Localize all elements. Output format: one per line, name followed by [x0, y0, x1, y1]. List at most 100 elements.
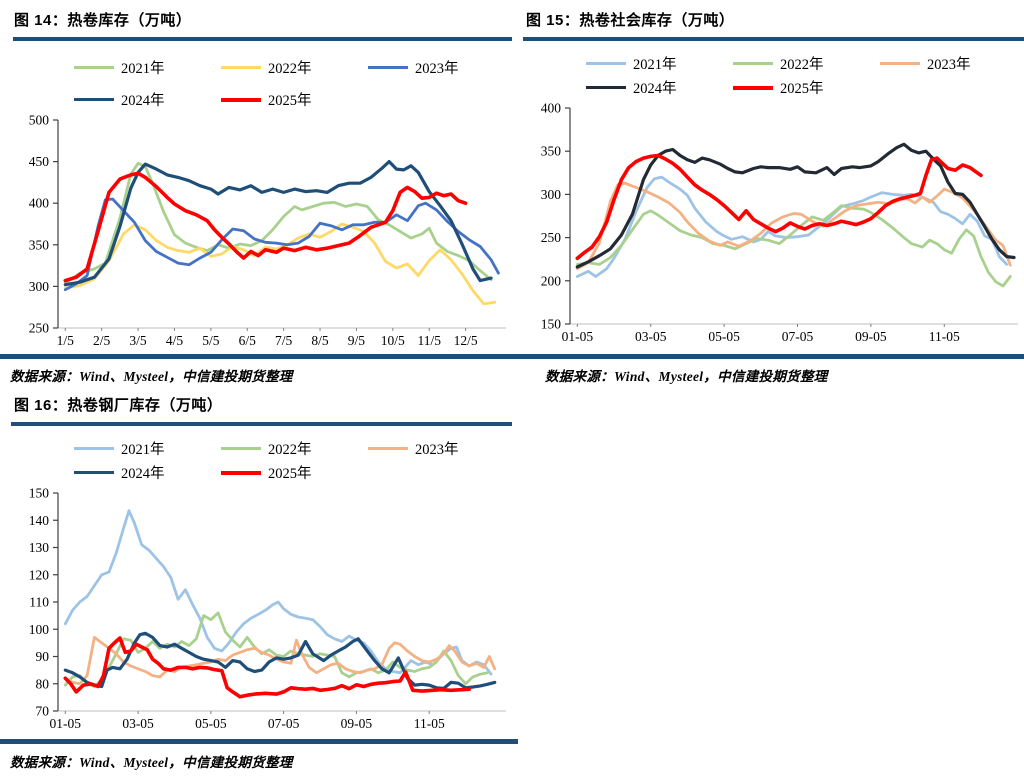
series-line-2022 [63, 611, 489, 688]
x-tick-label: 05-05 [708, 329, 740, 344]
series-line-2025 [63, 171, 468, 283]
y-tick-label: 400 [29, 196, 50, 211]
legend-label: 2024年 [121, 93, 165, 109]
figure-16-title-rule [11, 422, 512, 426]
y-tick-label: 300 [541, 187, 562, 202]
figure-15-source: 数据来源：Wind、Mysteel，中信建投期货整理 [545, 369, 828, 384]
figure-15-legend: 2021年 2022年 2023年 2024年 2025年 [586, 53, 1024, 98]
legend-item-2021: 2021年 [586, 53, 733, 74]
figure-16-chart: 70 80 90 100 110 120 130 140 150 01-05 03-05 05-05 0… [29, 486, 506, 731]
figure-16-legend: 2021年 2022年 2023年 2024年 2025年 [74, 438, 512, 483]
figure-16-title: 图 16：热卷钢厂库存（万吨） [14, 397, 223, 414]
legend-label: 2023年 [415, 61, 459, 77]
figure-14-source: 数据来源：Wind、Mysteel，中信建投期货整理 [10, 369, 293, 384]
x-tick-label: 03-05 [635, 329, 667, 344]
y-tick-label: 140 [29, 513, 50, 528]
legend-label: 2024年 [121, 466, 165, 482]
figure-14-title-rule [13, 37, 512, 41]
y-tick-label: 110 [29, 595, 49, 610]
series-line-2021 [63, 509, 493, 676]
x-tick-label: 4/5 [166, 333, 184, 348]
x-tick-label: 5/5 [202, 333, 220, 348]
legend-label: 2025年 [268, 93, 312, 109]
x-tick-label: 8/5 [311, 333, 329, 348]
figure-14-chart: 250 300 350 400 450 500 1/5 2/5 3/5 4/5 5/5 6/5 7/5 8… [29, 113, 506, 348]
x-tick-label: 03-05 [122, 716, 154, 731]
legend-swatch [221, 470, 261, 475]
legend-label: 2025年 [268, 466, 312, 482]
legend-item-2022: 2022年 [221, 57, 368, 78]
legend-swatch [74, 447, 114, 450]
x-tick-label: 11-05 [929, 329, 960, 344]
legend-swatch [368, 66, 408, 69]
legend-item-2025: 2025年 [221, 89, 368, 110]
legend-label: 2022年 [780, 57, 824, 73]
x-tick-label: 01-05 [562, 329, 594, 344]
y-tick-label: 250 [29, 321, 50, 336]
figure-14-legend: 2021年 2022年 2023年 2024年 2025年 [74, 57, 512, 110]
x-tick-label: 3/5 [129, 333, 147, 348]
series-line-2022 [63, 222, 497, 306]
figure-15-title-rule [523, 37, 1024, 41]
legend-swatch [733, 85, 773, 90]
y-tick-label: 150 [29, 486, 50, 501]
figure-15-chart: 150 200 250 300 350 400 01-05 03-05 05-05 07-05 09… [541, 101, 1018, 344]
series-line-2023 [63, 635, 497, 686]
legend-item-2021: 2021年 [74, 438, 221, 459]
legend-item-2025: 2025年 [733, 77, 880, 98]
y-tick-label: 400 [541, 101, 562, 116]
legend-label: 2021年 [633, 57, 677, 73]
legend-item-2022: 2022年 [733, 53, 880, 74]
legend-swatch [74, 98, 114, 101]
legend-swatch [368, 447, 408, 450]
series-line-2025 [575, 153, 983, 261]
legend-label: 2021年 [121, 442, 165, 458]
y-tick-label: 450 [29, 154, 50, 169]
series-line-2023 [63, 197, 500, 292]
legend-label: 2023年 [927, 57, 971, 73]
figure-15-title: 图 15：热卷社会库存（万吨） [526, 12, 735, 29]
y-tick-label: 500 [29, 113, 50, 128]
y-tick-label: 100 [29, 622, 50, 637]
x-tick-label: 2/5 [93, 333, 111, 348]
legend-label: 2022年 [268, 442, 312, 458]
x-tick-label: 01-05 [50, 716, 82, 731]
y-tick-label: 200 [541, 273, 562, 288]
y-tick-label: 150 [541, 317, 562, 332]
legend-swatch [74, 471, 114, 474]
series-line-2024 [575, 142, 1016, 269]
figure-16: 图 16：热卷钢厂库存（万吨） 2021年 2022年 2023年 2024年 2025… [0, 394, 518, 771]
sources-row: 数据来源：Wind、Mysteel，中信建投期货整理 数据来源：Wind、Mys… [0, 365, 1024, 385]
x-tick-label: 1/5 [57, 333, 75, 348]
legend-item-2024: 2024年 [74, 462, 221, 483]
separator-bar [0, 354, 1024, 359]
series-line-2024 [63, 159, 493, 287]
x-tick-label: 11-05 [414, 716, 445, 731]
y-tick-label: 250 [541, 230, 562, 245]
x-tick-label: 11/5 [417, 333, 441, 348]
x-tick-label: 09-05 [341, 716, 373, 731]
legend-label: 2023年 [415, 442, 459, 458]
y-tick-label: 300 [29, 279, 50, 294]
x-tick-label: 07-05 [268, 716, 300, 731]
x-tick-label: 10/5 [381, 333, 405, 348]
y-tick-label: 350 [29, 237, 50, 252]
legend-swatch [221, 97, 261, 102]
series-line-2025 [63, 636, 472, 699]
x-tick-label: 6/5 [239, 333, 257, 348]
legend-swatch [74, 66, 114, 69]
legend-label: 2024年 [633, 81, 677, 97]
x-tick-label: 07-05 [782, 329, 814, 344]
legend-label: 2021年 [121, 61, 165, 77]
legend-item-2023: 2023年 [368, 438, 515, 459]
y-tick-label: 130 [29, 540, 50, 555]
legend-label: 2025年 [780, 81, 824, 97]
legend-swatch [586, 62, 626, 65]
x-tick-label: 12/5 [454, 333, 478, 348]
top-figures-row: 图 14：热卷库存（万吨） 2021年 2022年 2023年 2024年 2025年 … [0, 0, 1024, 354]
legend-item-2023: 2023年 [880, 53, 1024, 74]
y-tick-label: 70 [36, 704, 50, 719]
legend-item-2024: 2024年 [74, 89, 221, 110]
legend-swatch [880, 62, 920, 65]
